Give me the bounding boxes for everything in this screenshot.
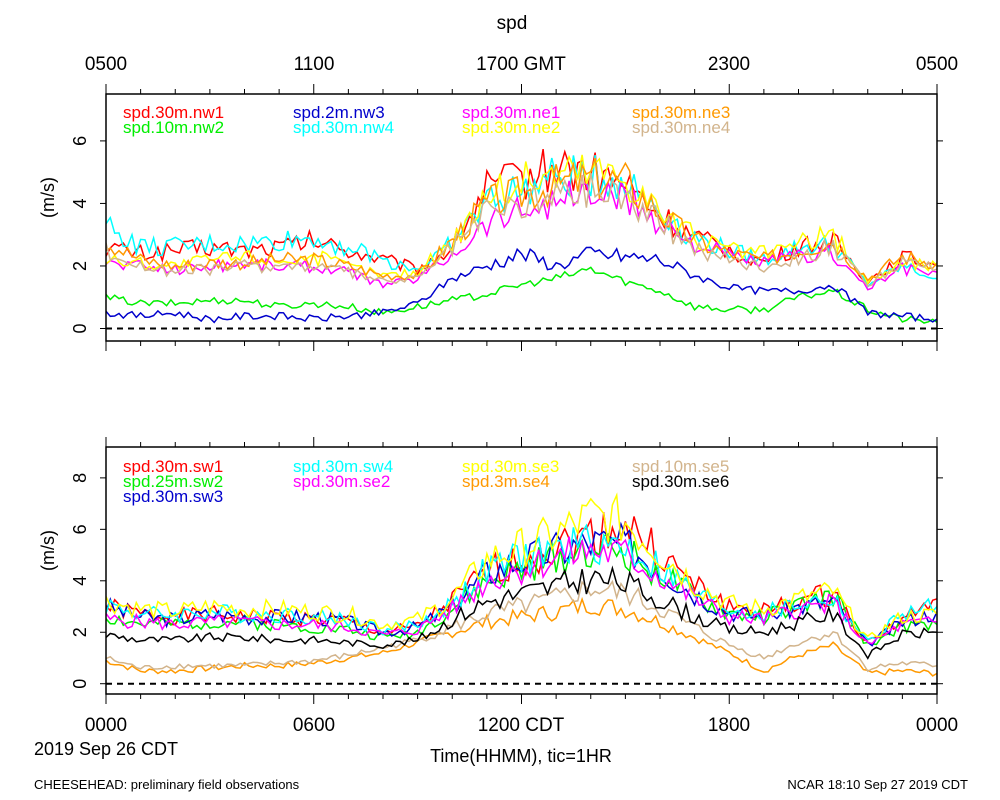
legend-entry-spd-2m-nw3: spd.2m.nw3	[293, 103, 385, 122]
legend-entry-spd-30m-nw4: spd.30m.nw4	[293, 118, 394, 137]
y-tick-label: 8	[70, 473, 90, 483]
footer-left: CHEESEHEAD: preliminary field observatio…	[34, 777, 300, 792]
y-tick-label: 2	[70, 627, 90, 637]
top-axis-label: 0500	[85, 54, 127, 75]
series-line-spd-2m-nw3	[106, 246, 937, 324]
legend-entry-spd-30m-sw3: spd.30m.sw3	[123, 487, 223, 506]
y-tick-label: 2	[70, 261, 90, 271]
legend-entry-spd-30m-ne3: spd.30m.ne3	[632, 103, 730, 122]
series-line-spd-30m-ne4	[106, 172, 937, 288]
series-line-spd-30m-ne3	[106, 157, 937, 282]
y-tick-label: 4	[70, 198, 90, 208]
bottom-axis-label: 1800	[708, 715, 750, 736]
series-line-spd-30m-ne2	[106, 154, 937, 285]
series-line-spd-10m-se5	[106, 579, 937, 673]
series-line-spd-30m-se2	[106, 536, 937, 645]
series-line-spd-10m-nw2	[106, 266, 937, 324]
series-line-spd-30m-se3	[106, 492, 937, 638]
legend-entry-spd-25m-sw2: spd.25m.sw2	[123, 472, 223, 491]
legend-entry-spd-30m-ne2: spd.30m.ne2	[462, 118, 560, 137]
y-axis-label: (m/s)	[38, 530, 58, 571]
top-axis-label: 1700 GMT	[476, 54, 566, 75]
bottom-axis-label: 0000	[85, 715, 127, 736]
legend-entry-spd-30m-se6: spd.30m.se6	[632, 472, 729, 491]
y-tick-label: 4	[70, 576, 90, 586]
legend-entry-spd-30m-ne1: spd.30m.ne1	[462, 103, 560, 122]
figure-title: spd	[497, 13, 528, 34]
series-line-spd-30m-nw1	[106, 148, 937, 285]
legend-entry-spd-30m-sw4: spd.30m.sw4	[293, 457, 393, 476]
top-axis-label: 1100	[294, 54, 335, 75]
x-axis-label: Time(HHMM), tic=1HR	[430, 746, 612, 766]
legend-entry-spd-30m-se2: spd.30m.se2	[293, 472, 390, 491]
series-line-spd-30m-se6	[106, 565, 937, 660]
bottom-axis-label: 1200 CDT	[478, 715, 565, 736]
top-axis-label: 0500	[916, 54, 958, 75]
legend-entry-spd-30m-nw1: spd.30m.nw1	[123, 103, 224, 122]
y-tick-label: 6	[70, 524, 90, 534]
date-label: 2019 Sep 26 CDT	[34, 739, 178, 759]
legend-entry-spd-3m-se4: spd.3m.se4	[462, 472, 550, 491]
legend-entry-spd-10m-nw2: spd.10m.nw2	[123, 118, 224, 137]
legend-entry-spd-30m-ne4: spd.30m.ne4	[632, 118, 730, 137]
bottom-panel: 02468(m/s)spd.30m.sw1spd.25m.sw2spd.30m.…	[38, 437, 943, 704]
top-axis-label: 2300	[708, 54, 750, 75]
legend-entry-spd-30m-se3: spd.30m.se3	[462, 457, 559, 476]
legend-entry-spd-10m-se5: spd.10m.se5	[632, 457, 729, 476]
footer-right: NCAR 18:10 Sep 27 2019 CDT	[787, 777, 968, 792]
series-line-spd-30m-ne1	[106, 180, 937, 291]
y-tick-label: 6	[70, 136, 90, 146]
series-line-spd-3m-se4	[106, 596, 937, 677]
series-line-spd-30m-sw4	[106, 523, 937, 641]
y-tick-label: 0	[70, 323, 90, 333]
bottom-axis-label: 0600	[293, 715, 335, 736]
bottom-axis-label: 0000	[916, 715, 958, 736]
legend-entry-spd-30m-sw1: spd.30m.sw1	[123, 457, 223, 476]
y-tick-label: 0	[70, 679, 90, 689]
y-axis-label: (m/s)	[38, 177, 58, 218]
